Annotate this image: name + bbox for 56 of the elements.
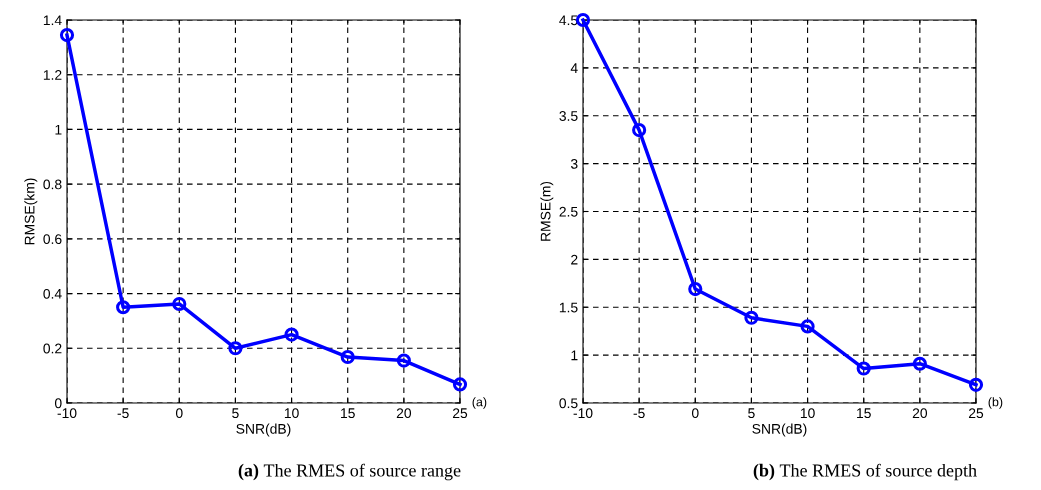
x-tick-label: -5 [117, 408, 129, 419]
y-tick-label: 0.6 [43, 234, 62, 245]
x-tick-label: 15 [341, 408, 355, 419]
y-tick-label: 1 [55, 124, 62, 135]
point [575, 12, 591, 28]
x-tick-label: 5 [748, 408, 755, 419]
text: (b) The RMES of source depth [753, 463, 977, 481]
x-tick-label: 10 [284, 408, 299, 419]
point [172, 296, 187, 312]
point [116, 300, 131, 315]
point [968, 377, 984, 392]
y-tick-label: 1.4 [43, 15, 62, 26]
x-tick-label: -10 [573, 408, 593, 419]
x-tick-label: 25 [452, 408, 468, 419]
x-tick-label: 10 [800, 408, 815, 419]
point [284, 327, 299, 342]
point [396, 353, 411, 368]
x-tick-label: 25 [968, 408, 984, 419]
y-tick-label: 2 [571, 254, 578, 265]
x-tick-label: 5 [232, 408, 239, 419]
x-tick-label: 0 [175, 408, 183, 419]
y-tick-label: 1 [571, 350, 578, 361]
y-tick-label: 0 [54, 398, 62, 409]
x-tick-label: -5 [633, 408, 645, 419]
text: (a) The RMES of source range [238, 463, 461, 481]
point [452, 377, 468, 392]
y-tick-label: 2.5 [559, 206, 578, 217]
y-tick-label: 0.4 [43, 288, 62, 299]
y-tick-label: 3 [570, 158, 578, 169]
y-tick-label: 1.2 [43, 70, 62, 80]
x-axis-title: SNR(dB) [236, 423, 291, 437]
y-axis-title: RMSE(km) [24, 178, 38, 245]
x-tick-label: 0 [691, 408, 699, 419]
y-tick-label: 0.8 [43, 179, 62, 190]
x-tick-label: 15 [857, 408, 871, 419]
y-axis-title: RMSE(m) [540, 181, 554, 241]
point [856, 361, 871, 376]
y-tick-label: 0.2 [43, 343, 62, 354]
y-tick-label: 4 [570, 63, 578, 73]
y-tick-label: 1.5 [559, 302, 578, 313]
point [632, 123, 647, 138]
point [340, 349, 355, 365]
x-tick-label: 20 [396, 408, 412, 419]
y-tick-label: 3.5 [559, 111, 578, 121]
point [800, 319, 815, 334]
x-tick-label: -10 [57, 408, 77, 419]
point [688, 281, 703, 297]
y-tick-label: 0.5 [559, 398, 578, 409]
text: (a) [472, 397, 487, 409]
x-axis-title: SNR(dB) [752, 423, 807, 437]
text: (b) [988, 397, 1003, 409]
point [912, 356, 927, 371]
point [59, 27, 75, 43]
x-tick-label: 20 [912, 408, 928, 419]
point [744, 310, 759, 325]
point [228, 341, 243, 356]
